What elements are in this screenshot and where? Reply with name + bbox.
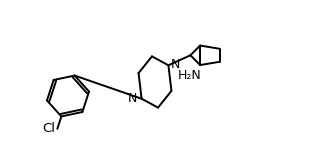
Text: H₂N: H₂N [178, 69, 201, 82]
Text: Cl: Cl [42, 122, 55, 135]
Text: N: N [170, 58, 180, 71]
Text: N: N [128, 92, 138, 105]
